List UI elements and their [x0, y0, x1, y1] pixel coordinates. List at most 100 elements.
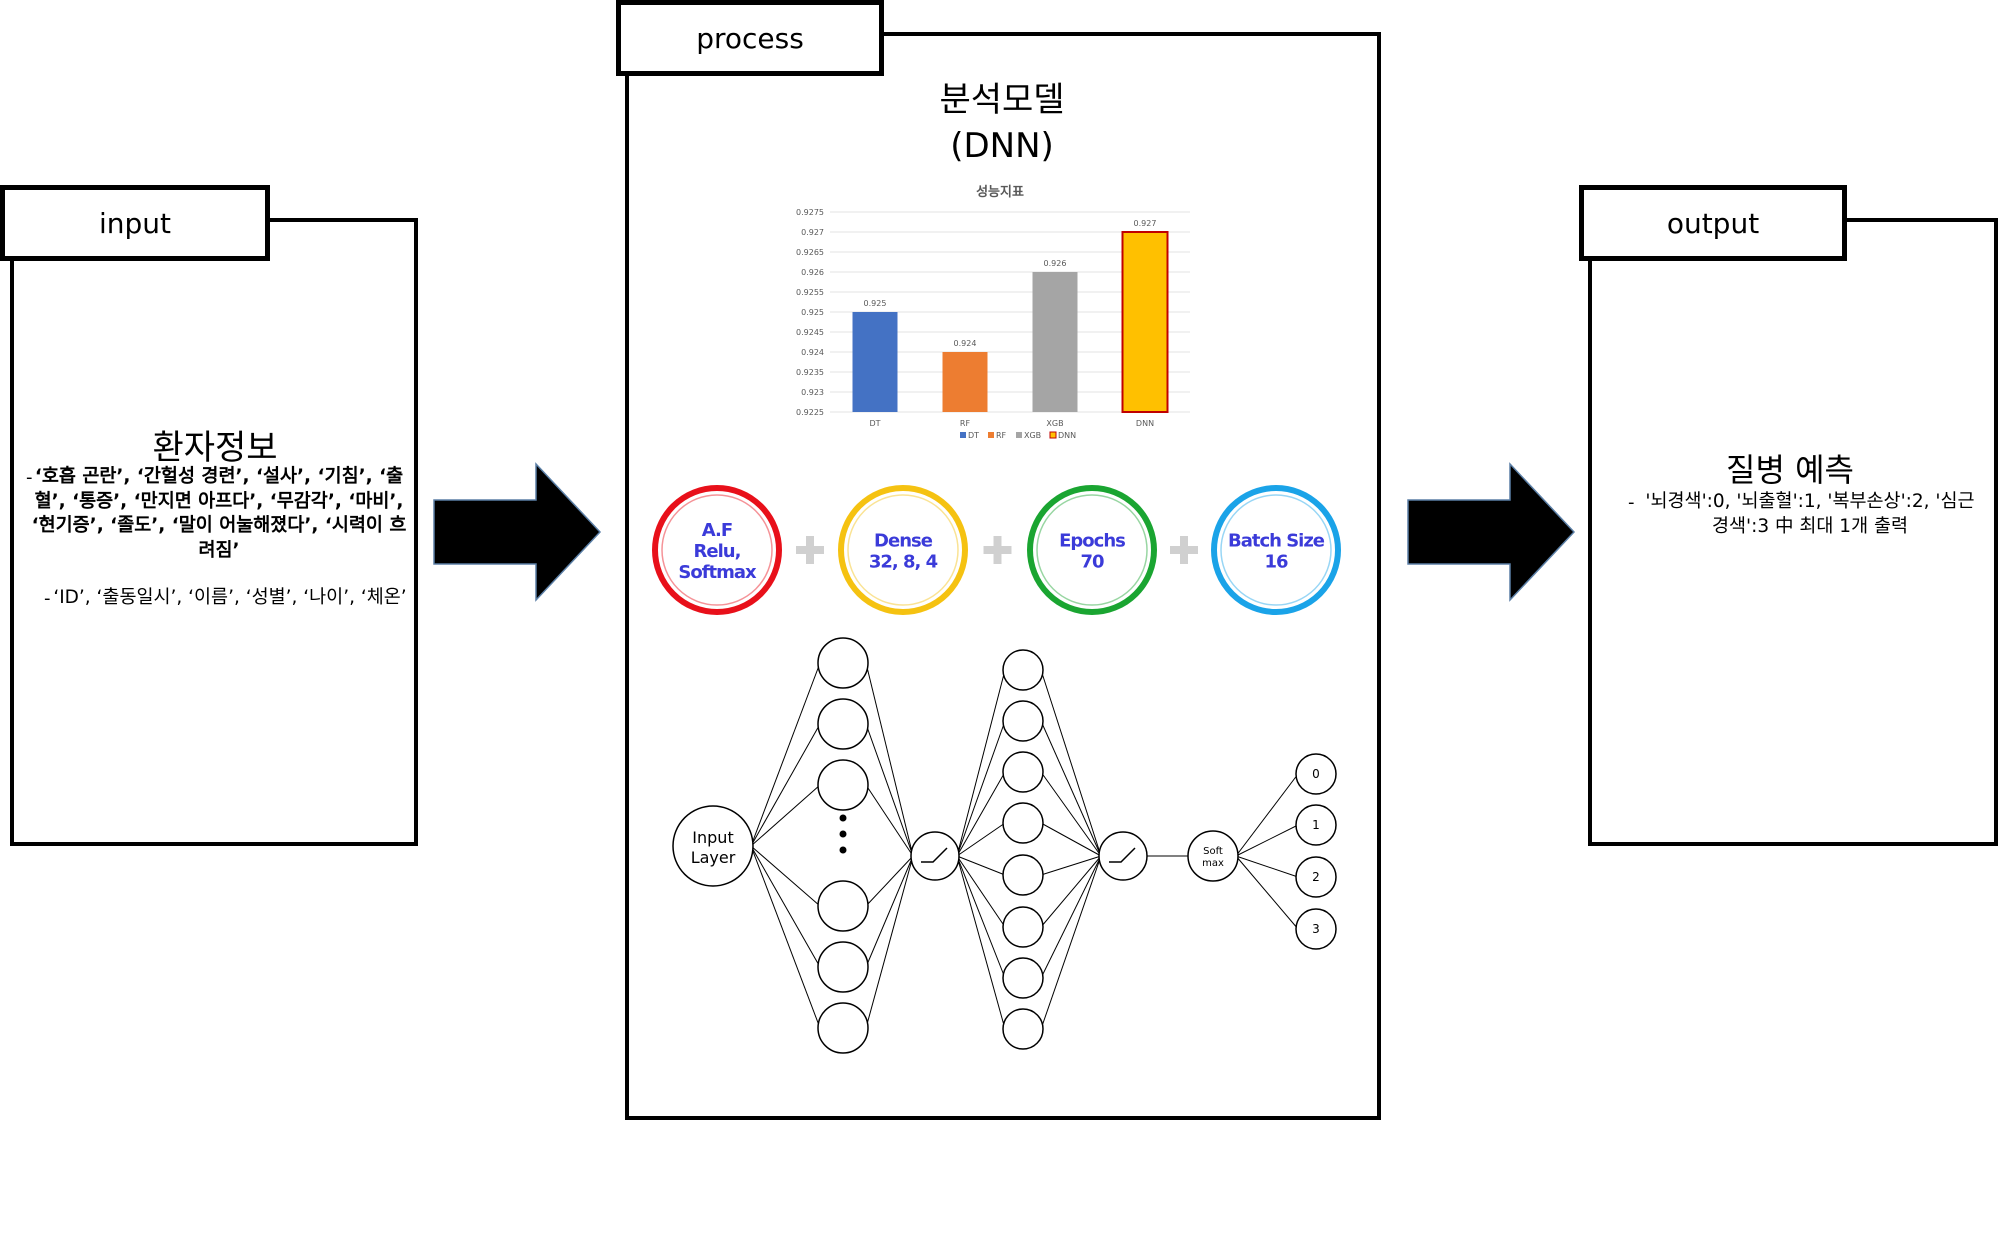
output-panel	[1588, 218, 1998, 846]
connection	[956, 720, 1006, 857]
node-circle	[672, 805, 754, 887]
connection	[750, 845, 821, 907]
ellipsis-dot	[839, 846, 847, 854]
right-arrow-icon	[1407, 462, 1576, 602]
hidden-node-layer1	[817, 941, 869, 993]
legend-swatch	[960, 432, 966, 438]
x-tick-label: RF	[960, 419, 971, 428]
input-panel	[10, 218, 418, 846]
y-tick-label: 0.926	[801, 268, 824, 277]
node-circle	[1187, 830, 1239, 882]
node-circle	[1295, 753, 1337, 795]
legend-swatch	[1016, 432, 1022, 438]
legend-swatch	[988, 432, 994, 438]
hidden-node-layer2	[1002, 802, 1044, 844]
data-label: 0.925	[864, 299, 887, 308]
output-node: 0	[1295, 753, 1337, 795]
connection	[865, 662, 914, 857]
hidden-node-layer2	[1002, 957, 1044, 999]
process-tab: process	[616, 0, 884, 76]
connection	[1235, 855, 1299, 930]
hidden-node-layer1	[817, 880, 869, 932]
x-tick-label: DT	[869, 419, 880, 428]
relu-activation-node	[1098, 831, 1148, 881]
performance-chart: 성능지표 0.9275 0.927 0.9265 0.926 0.9255 0.925 0.9…	[796, 185, 1190, 440]
plus-icon	[1180, 536, 1188, 564]
y-tick-label: 0.9225	[796, 408, 824, 417]
connection	[956, 669, 1006, 857]
ellipsis-dot	[839, 814, 847, 822]
y-tick-label: 0.9235	[796, 368, 824, 377]
connection	[865, 855, 914, 1029]
hyperparam-label: Dense	[874, 531, 933, 552]
hyperparam-label: 32, 8, 4	[869, 552, 938, 573]
connections	[750, 662, 1299, 1030]
connection	[1235, 855, 1299, 878]
connection	[750, 662, 821, 847]
output-tab: output	[1579, 185, 1847, 261]
node-circle	[910, 831, 960, 881]
x-tick-label: XGB	[1046, 419, 1063, 428]
hidden-node-layer1	[817, 637, 869, 689]
y-tick-label: 0.927	[801, 228, 824, 237]
input-layer-label: Input	[692, 828, 733, 847]
connection	[956, 822, 1006, 857]
hyperparam-inner-ring	[1036, 494, 1148, 606]
bar-xgb	[1032, 272, 1078, 412]
data-label: 0.924	[954, 339, 977, 348]
input-bullet-marker-1: -	[26, 467, 33, 488]
legend-swatch	[1049, 431, 1057, 439]
hyperparam-label: A.F	[702, 520, 732, 541]
hidden-node-layer1	[817, 759, 869, 811]
hyperparam-inner-ring	[1220, 494, 1332, 606]
softmax-node: Softmax	[1187, 830, 1239, 882]
connection	[865, 855, 914, 907]
hyperparam-label: 16	[1264, 552, 1288, 573]
connection	[865, 855, 914, 968]
legend-label: RF	[996, 431, 1007, 440]
hyperparam-inner-ring	[661, 494, 773, 606]
connection	[1235, 824, 1299, 857]
plus-icon	[806, 536, 814, 564]
relu-icon	[1109, 847, 1136, 863]
hyperparam-label: Batch Size	[1228, 531, 1325, 552]
output-node: 2	[1295, 856, 1337, 898]
output-bullet-disease-classes: '뇌경색':0, '뇌출혈':1, '복부손상':2, '심근경색':3 中 최…	[1645, 491, 1975, 537]
connection	[956, 855, 1006, 876]
data-label: 0.927	[1134, 219, 1157, 228]
connection	[750, 845, 821, 1029]
bar-dnn	[1121, 231, 1169, 413]
hyperparam-label: Epochs	[1059, 531, 1125, 552]
connection	[1040, 771, 1102, 857]
softmax-label: max	[1202, 858, 1224, 869]
connection	[750, 723, 821, 847]
connection	[750, 845, 821, 968]
legend-label: DNN	[1058, 431, 1076, 440]
hyperparam-label: Relu,	[694, 541, 741, 562]
process-title-line-1: 분석모델	[939, 80, 1065, 120]
connection	[1040, 669, 1102, 857]
connection	[1040, 720, 1102, 857]
hyperparam-label: 70	[1080, 552, 1104, 573]
connection	[1040, 855, 1102, 979]
connection	[1040, 822, 1102, 857]
node-circle	[1098, 831, 1148, 881]
hidden-node-layer2	[1002, 751, 1044, 793]
softmax-label: Soft	[1203, 846, 1223, 857]
y-tick-label: 0.924	[801, 348, 824, 357]
y-tick-label: 0.9275	[796, 208, 824, 217]
legend-label: XGB	[1024, 431, 1041, 440]
bar-rf	[942, 352, 988, 412]
connection	[865, 723, 914, 857]
connection	[1040, 855, 1102, 928]
output-bullet-marker: -	[1628, 492, 1635, 513]
output-class-label: 1	[1312, 818, 1320, 832]
input-layer-label: Layer	[691, 848, 736, 867]
